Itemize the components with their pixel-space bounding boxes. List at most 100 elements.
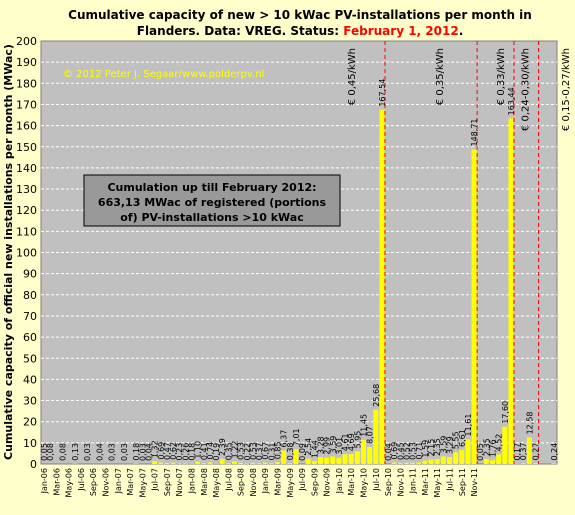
x-tick-label: Jul-07	[151, 468, 160, 492]
x-tick-label: Nov-10	[396, 468, 405, 496]
value-label: 12,58	[525, 411, 534, 434]
bar	[330, 456, 335, 464]
x-tick-label: Jan-07	[114, 468, 123, 494]
y-tick-label: 60	[23, 331, 37, 344]
bar	[422, 461, 427, 464]
y-tick-label: 170	[16, 98, 37, 111]
box-line-3: of) PV-installations >10 kWac	[120, 211, 303, 224]
x-tick-label: Jul-08	[224, 468, 233, 492]
value-label: 163,44	[507, 87, 516, 115]
value-label: 0,27	[532, 443, 541, 461]
bar	[324, 458, 329, 464]
y-tick-label: 110	[16, 225, 37, 238]
tariff-label: € 0,33/kWh	[496, 48, 507, 105]
value-label: 0,37	[519, 442, 528, 460]
bar	[171, 463, 176, 464]
y-tick-label: 160	[16, 120, 37, 133]
x-tick-label: Nov-06	[102, 468, 111, 496]
bar	[416, 462, 421, 464]
x-tick-label: Sep-10	[384, 468, 393, 496]
x-tick-label: Nov-11	[470, 468, 479, 496]
x-tick-label: Jan-08	[188, 468, 197, 494]
bar	[490, 460, 495, 464]
bar	[263, 463, 268, 464]
value-label: 8,07	[366, 426, 375, 444]
y-tick-label: 150	[16, 141, 37, 154]
box-line-2: 663,13 MWac of registered (portions	[98, 196, 327, 209]
y-tick-label: 20	[23, 416, 37, 429]
x-tick-label: Nov-09	[323, 468, 332, 496]
bar	[158, 463, 163, 464]
value-label: 0,13	[71, 443, 80, 461]
bar	[410, 463, 415, 464]
bar	[533, 463, 538, 464]
x-tick-label: May-06	[65, 468, 74, 497]
x-tick-label: Mar-10	[347, 468, 356, 496]
y-tick-label: 30	[23, 395, 37, 408]
value-label: 0,03	[83, 443, 92, 461]
bar	[459, 450, 464, 464]
bar	[521, 463, 526, 464]
y-tick-label: 180	[16, 77, 37, 90]
x-tick-label: Mar-09	[274, 468, 283, 496]
bar	[275, 462, 280, 464]
value-label: 0,08	[59, 443, 68, 461]
x-tick-label: Mar-06	[52, 468, 61, 496]
bar	[355, 451, 360, 464]
bar	[257, 463, 262, 464]
title-suffix: .	[459, 24, 464, 38]
value-label: 0,24	[550, 443, 559, 461]
y-tick-label: 0	[30, 458, 37, 471]
bar	[551, 463, 556, 464]
x-tick-label: Mar-07	[126, 468, 135, 496]
y-tick-label: 90	[23, 268, 37, 281]
x-tick-label: Jan-11	[409, 468, 418, 494]
value-label: 0,03	[108, 443, 117, 461]
value-label: 11,61	[464, 414, 473, 437]
bar	[312, 461, 317, 464]
tariff-label: € 0,24-0,30/kWh	[521, 48, 532, 131]
value-label: 4,52	[495, 434, 504, 452]
x-tick-label: Sep-06	[89, 468, 98, 496]
bar	[287, 463, 292, 464]
x-tick-label: Jan-10	[335, 468, 344, 494]
value-label: 25,68	[372, 384, 381, 407]
bar	[343, 454, 348, 464]
x-tick-label: May-10	[360, 468, 369, 497]
tariff-label: € 0,15-0,27/kWh	[561, 48, 572, 131]
y-tick-label: 100	[16, 247, 37, 260]
x-tick-label: May-09	[286, 468, 295, 497]
bar	[379, 110, 384, 464]
y-axis-label: Cumulative capacity of official new inst…	[2, 44, 15, 460]
y-tick-label: 70	[23, 310, 37, 323]
box-line-1: Cumulation up till February 2012:	[107, 181, 316, 194]
y-tick-label: 10	[23, 437, 37, 450]
value-label: 167,54	[378, 79, 387, 107]
chart-title-line2: Flanders. Data: VREG. Status: February 1…	[137, 24, 464, 38]
bar	[435, 459, 440, 464]
x-tick-label: Mar-11	[421, 468, 430, 496]
y-tick-label: 50	[23, 352, 37, 365]
bar	[398, 463, 403, 464]
title-status: February 1, 2012	[343, 24, 458, 38]
tariff-label: € 0,45/kWh	[347, 48, 358, 105]
bar	[447, 457, 452, 464]
y-tick-label: 40	[23, 373, 37, 386]
y-tick-label: 120	[16, 204, 37, 217]
x-tick-label: Sep-11	[458, 468, 467, 496]
x-tick-label: May-11	[433, 468, 442, 497]
x-tick-label: Sep-07	[163, 468, 172, 496]
bar	[429, 459, 434, 464]
x-tick-label: Sep-09	[310, 468, 319, 496]
bar	[226, 463, 231, 464]
x-tick-label: Nov-08	[249, 468, 258, 496]
bar	[392, 463, 397, 464]
x-tick-label: May-08	[212, 468, 221, 497]
bar	[201, 463, 206, 464]
bar	[164, 463, 169, 464]
bar	[232, 461, 237, 464]
y-tick-label: 130	[16, 183, 37, 196]
bar	[349, 454, 354, 464]
